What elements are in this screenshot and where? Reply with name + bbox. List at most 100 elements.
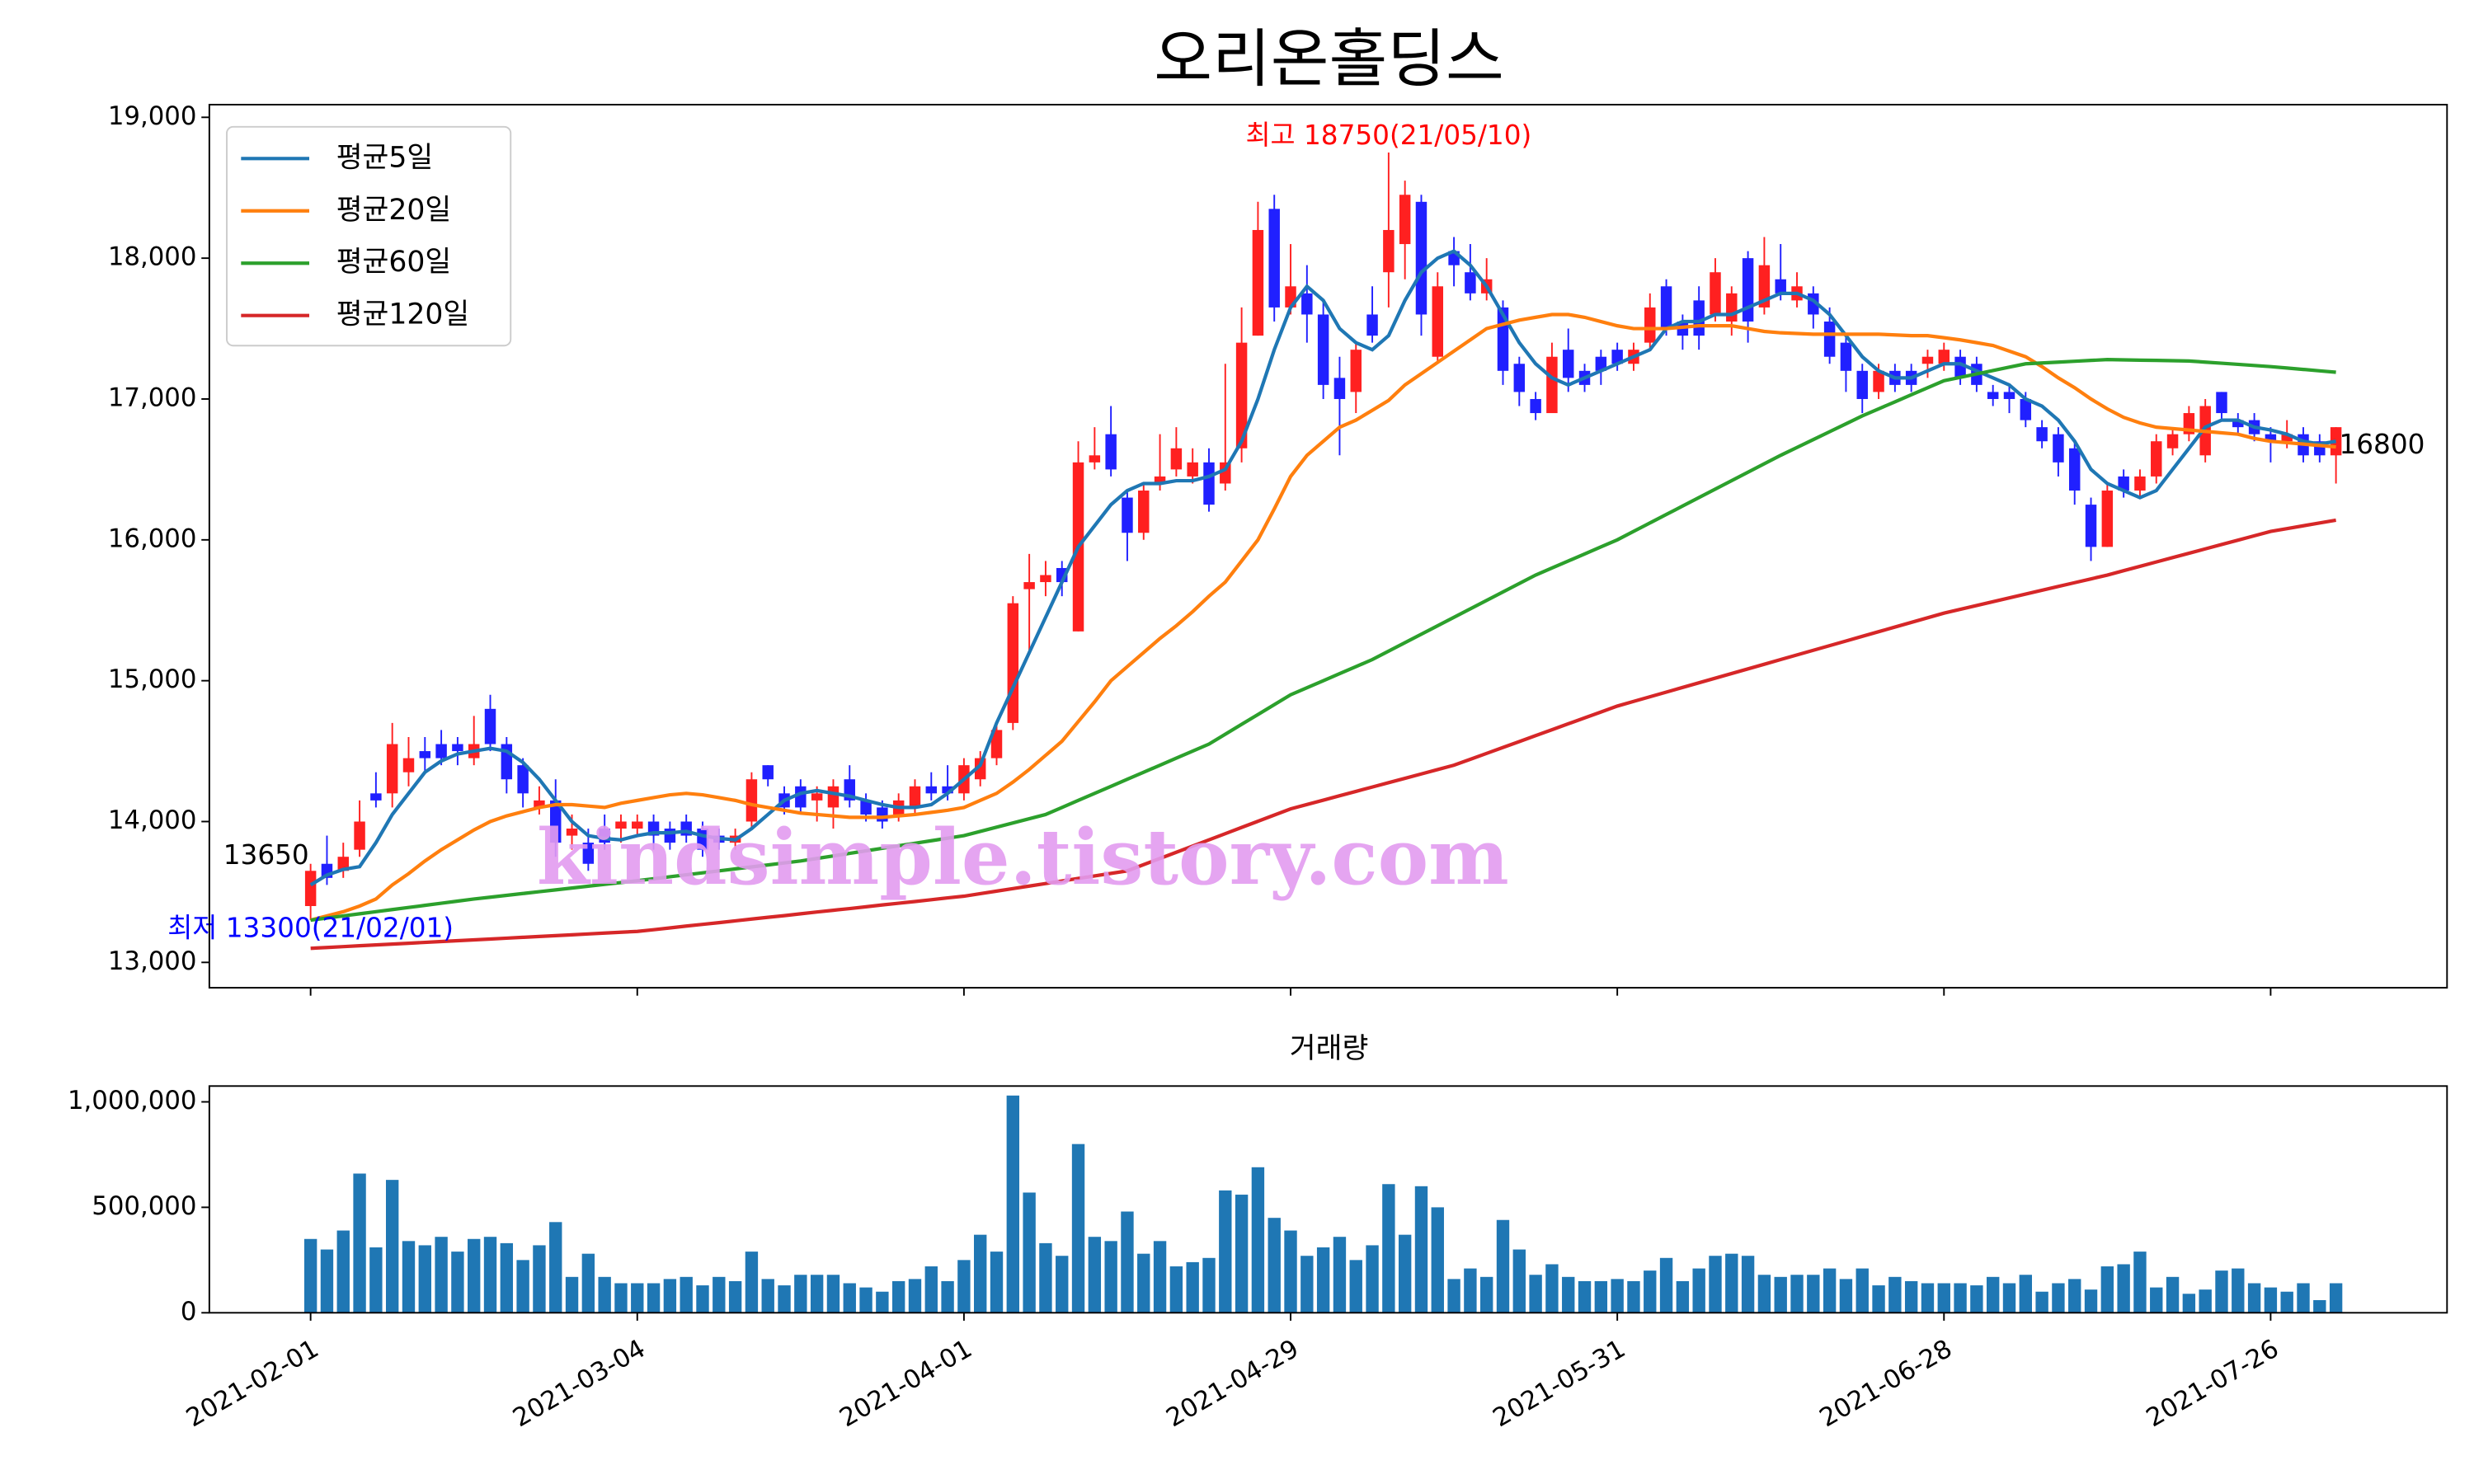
volume-bar (1790, 1275, 1804, 1313)
volume-bar (891, 1280, 905, 1313)
candle-body (304, 871, 317, 906)
candle-body (2068, 448, 2081, 491)
volume-bar (435, 1237, 448, 1313)
volume-bar (761, 1279, 774, 1313)
candle-body (582, 843, 595, 864)
volume-bar (1937, 1283, 1950, 1313)
y-tick-label: 0 (181, 1297, 197, 1327)
volume-bar (1839, 1279, 1853, 1313)
volume-bar (1219, 1190, 1232, 1313)
candle-body (925, 786, 938, 794)
candle-body (2281, 434, 2293, 442)
volume-bar (1121, 1211, 1134, 1313)
candle-body (1562, 350, 1574, 378)
volume-bar (516, 1260, 529, 1313)
candle-body (1350, 350, 1362, 392)
candle-body (452, 744, 463, 752)
volume-bar (1904, 1280, 1918, 1313)
candle-body (517, 765, 529, 794)
volume-bar (1856, 1268, 1869, 1313)
candle-body (1105, 434, 1117, 470)
candle-body (534, 800, 545, 808)
candle-body (615, 821, 627, 829)
y-tick-label: 14,000 (108, 805, 197, 835)
volume-bar (1414, 1186, 1428, 1313)
candle-body (2134, 476, 2146, 491)
candle-body (2118, 476, 2129, 491)
candle-body (1366, 314, 1378, 336)
candle-body (1546, 356, 1558, 414)
volume-bar (353, 1173, 366, 1313)
candle-body (2216, 392, 2227, 414)
volume-bar (1692, 1268, 1705, 1313)
volume-bar (1300, 1256, 1314, 1313)
candle-body (811, 793, 823, 801)
volume-bar (1169, 1266, 1183, 1313)
volume-bar (1872, 1285, 1885, 1313)
volume-bar (1529, 1275, 1542, 1313)
volume-bar (2329, 1283, 2343, 1313)
candle-body (550, 800, 562, 843)
volume-bar (336, 1230, 350, 1313)
legend-label: 평균120일 (336, 298, 470, 331)
volume-title: 거래량 (1290, 1032, 1369, 1065)
candle-body (1840, 342, 1852, 371)
volume-bar (549, 1222, 562, 1313)
volume-bar (1709, 1256, 1722, 1313)
candle-body (860, 800, 872, 815)
volume-bar (581, 1253, 595, 1313)
candle-body (1595, 356, 1607, 371)
volume-bar (2084, 1289, 2098, 1313)
ma-line (310, 358, 2336, 923)
volume-bar (663, 1279, 677, 1313)
volume-bar (1056, 1256, 1069, 1313)
candle-body (1203, 462, 1215, 505)
volume-bar (2264, 1287, 2278, 1313)
volume-bar (876, 1291, 889, 1313)
volume-bar (1774, 1276, 1787, 1313)
volume-bar (598, 1276, 611, 1313)
volume-bar (2280, 1291, 2293, 1313)
volume-bar (778, 1285, 791, 1313)
volume-bar (1594, 1280, 1608, 1313)
volume-bar (1987, 1276, 2000, 1313)
candle-body (1138, 491, 1150, 533)
candle-body (1089, 455, 1101, 463)
candle-body (1758, 265, 1771, 308)
volume-bar (1186, 1261, 1199, 1313)
y-tick-label: 1,000,000 (68, 1086, 197, 1115)
volume-bar (2215, 1270, 2228, 1313)
watermark: kindsimple.tistory.com (537, 812, 1509, 902)
candle-body (566, 829, 578, 836)
first-close-label: 13650 (223, 839, 309, 871)
candle-body (1644, 307, 1656, 343)
volume-bar (2019, 1275, 2032, 1313)
candle-body (435, 744, 447, 758)
volume-bar (2182, 1294, 2196, 1313)
volume-bar (1954, 1283, 1967, 1313)
volume-bar (1888, 1276, 1902, 1313)
volume-bar (1431, 1207, 1444, 1313)
volume-bar (1284, 1230, 1297, 1313)
volume-bar (468, 1238, 481, 1313)
candle-body (2232, 420, 2244, 428)
volume-bar (2232, 1268, 2245, 1313)
volume-bar (908, 1279, 922, 1313)
candle-body (1938, 350, 1950, 364)
volume-bar (1545, 1264, 1559, 1313)
candle-body (1268, 209, 1280, 308)
volume-bar (647, 1283, 661, 1313)
volume-bar (1153, 1241, 1167, 1313)
volume-bar (369, 1247, 383, 1313)
volume-bar (1970, 1285, 1983, 1313)
candle-body (1235, 342, 1248, 448)
candle-body (974, 758, 986, 780)
candle-body (1660, 286, 1672, 329)
volume-bar (1202, 1257, 1216, 1313)
candle-body (1023, 582, 1035, 589)
volume-bar (1741, 1256, 1755, 1313)
volume-bar (1104, 1241, 1117, 1313)
candle-body (827, 786, 840, 808)
volume-bar (1382, 1184, 1395, 1313)
volume-bar (713, 1276, 726, 1313)
